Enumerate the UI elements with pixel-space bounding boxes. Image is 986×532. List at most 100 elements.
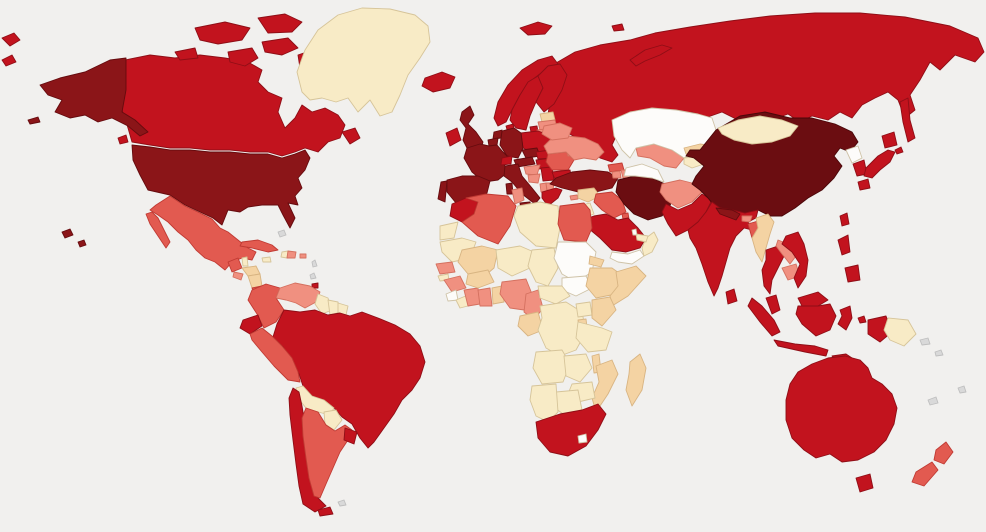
country-philippines[interactable] (837, 234, 851, 256)
country-new-zealand[interactable] (933, 441, 954, 465)
country-uae[interactable] (635, 233, 649, 243)
country-ecuador[interactable] (239, 314, 263, 335)
country-switzerland[interactable] (500, 155, 513, 166)
country-dominican-republic[interactable] (286, 250, 297, 259)
country-burkina-faso[interactable] (465, 269, 495, 289)
country-guinea[interactable] (443, 275, 467, 293)
country-japan[interactable] (857, 178, 871, 191)
country-hawaii[interactable] (77, 239, 87, 248)
country-canada-arctic[interactable] (194, 21, 251, 45)
country-indonesia[interactable] (795, 303, 837, 337)
country-alaska[interactable] (39, 57, 149, 137)
country-lesotho[interactable] (577, 433, 588, 444)
country-greece[interactable] (541, 187, 563, 207)
country-eritrea[interactable] (588, 255, 605, 268)
country-aleutian-islands[interactable] (27, 116, 41, 125)
country-japan[interactable] (881, 131, 898, 149)
country-usa[interactable] (131, 144, 311, 229)
country-iraq[interactable] (593, 191, 627, 219)
country-indonesia[interactable] (857, 315, 867, 324)
country-bosnia[interactable] (527, 173, 541, 184)
country-newfoundland[interactable] (341, 127, 361, 145)
country-indonesia[interactable] (867, 315, 893, 343)
country-kenya[interactable] (591, 296, 617, 327)
country-finland[interactable] (535, 63, 568, 113)
country-paraguay[interactable] (323, 409, 343, 431)
country-turkmenistan[interactable] (623, 163, 665, 183)
country-mozambique[interactable] (591, 359, 619, 413)
country-guyana[interactable] (314, 293, 333, 315)
country-tanzania[interactable] (575, 321, 613, 353)
country-uganda[interactable] (575, 301, 593, 318)
country-baja-california[interactable] (145, 211, 171, 249)
country-colombia[interactable] (247, 283, 285, 329)
country-nepal[interactable] (715, 207, 741, 221)
country-tunisia[interactable] (511, 187, 525, 205)
country-greenland[interactable] (296, 7, 431, 117)
country-south-africa[interactable] (535, 403, 607, 457)
country-western-sahara[interactable] (439, 221, 459, 241)
country-kuril-islands[interactable] (894, 146, 904, 155)
country-yemen[interactable] (609, 249, 645, 265)
country-vancouver-island[interactable] (117, 134, 129, 145)
country-sri-lanka[interactable] (725, 288, 738, 305)
country-hawaii[interactable] (61, 228, 74, 239)
country-malaysia[interactable] (797, 291, 829, 307)
country-indonesia[interactable] (837, 305, 853, 331)
country-franz-josef-land[interactable] (611, 23, 625, 32)
country-indonesia[interactable] (747, 297, 781, 337)
country-india[interactable] (687, 201, 759, 297)
country-ghana[interactable] (477, 287, 493, 307)
country-trinidad[interactable] (311, 282, 319, 289)
country-solomon-islands[interactable] (934, 349, 944, 357)
country-mongolia[interactable] (717, 115, 799, 145)
country-senegal[interactable] (435, 261, 456, 275)
country-belize[interactable] (241, 256, 249, 267)
country-taiwan[interactable] (839, 212, 850, 227)
country-novaya-zemlya[interactable] (629, 44, 673, 67)
country-bahamas[interactable] (277, 229, 287, 238)
country-egypt[interactable] (557, 202, 593, 243)
country-japan[interactable] (863, 149, 896, 179)
country-sardinia[interactable] (505, 182, 514, 195)
country-bhutan[interactable] (741, 215, 753, 223)
country-belarus[interactable] (541, 122, 573, 141)
country-croatia[interactable] (523, 164, 541, 176)
country-jamaica[interactable] (261, 256, 272, 263)
country-central-african-republic[interactable] (537, 285, 571, 305)
country-canada[interactable] (119, 54, 346, 157)
country-madagascar[interactable] (625, 353, 647, 407)
country-gabon-congo[interactable] (517, 311, 544, 337)
country-zambia[interactable] (563, 353, 593, 383)
country-solomon-islands[interactable] (919, 337, 931, 346)
country-turkey[interactable] (549, 169, 619, 193)
country-argentina[interactable] (301, 407, 353, 499)
country-russia-fragment[interactable] (1, 32, 21, 47)
country-venezuela[interactable] (275, 282, 321, 309)
country-sakhalin[interactable] (899, 97, 916, 143)
country-cyprus[interactable] (569, 194, 579, 201)
country-somalia[interactable] (609, 265, 647, 307)
country-lesser-antilles[interactable] (311, 259, 318, 268)
country-canada-arctic[interactable] (261, 37, 299, 56)
country-uruguay[interactable] (343, 427, 358, 445)
country-papua-new-guinea[interactable] (883, 317, 917, 347)
country-netherlands[interactable] (492, 129, 503, 140)
country-el-salvador[interactable] (232, 271, 244, 281)
country-iceland[interactable] (421, 71, 456, 93)
country-portugal[interactable] (437, 180, 448, 203)
country-angola[interactable] (532, 349, 571, 385)
country-canada-arctic[interactable] (257, 13, 303, 34)
country-victoria-island[interactable] (227, 47, 259, 67)
country-myanmar[interactable] (751, 213, 775, 263)
country-tasmania[interactable] (855, 473, 874, 493)
country-russia-fragment[interactable] (1, 54, 17, 67)
country-indonesia[interactable] (773, 339, 829, 357)
country-peru[interactable] (249, 327, 301, 383)
country-italy[interactable] (503, 163, 541, 205)
country-ukraine[interactable] (543, 135, 605, 161)
country-fiji[interactable] (957, 385, 967, 394)
country-north-korea[interactable] (845, 145, 863, 164)
country-svalbard[interactable] (519, 21, 553, 36)
country-cuba[interactable] (239, 239, 279, 253)
